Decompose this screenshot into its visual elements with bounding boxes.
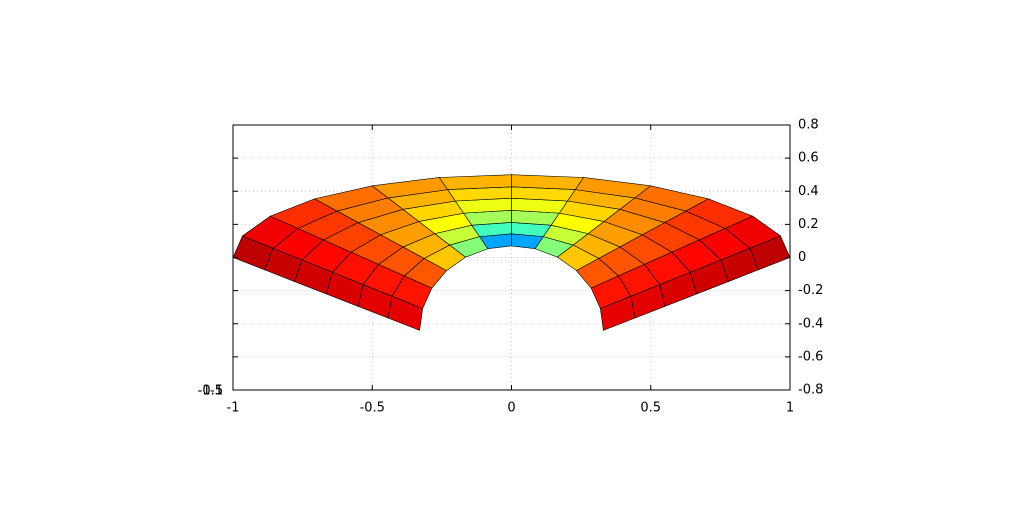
y-tick-label: 0.6 (798, 151, 819, 166)
z-tick-label: -1 (210, 384, 223, 399)
z-tick-label: -1.5 (198, 384, 223, 399)
x-tick-label: 0.5 (640, 401, 661, 416)
y-tick-label: -0.6 (798, 349, 823, 364)
y-tick-label: 0 (798, 250, 806, 265)
x-tick-label: 0 (507, 401, 515, 416)
y-tick-label: -0.2 (798, 283, 823, 298)
y-tick-label: 0.4 (798, 184, 819, 199)
z-tick-label: -0.5 (198, 384, 223, 399)
x-tick-label: -1 (227, 401, 240, 416)
y-tick-label: -0.4 (798, 316, 823, 331)
surface-patch (438, 174, 512, 190)
y-tick-label: 0.2 (798, 217, 819, 232)
y-tick-label: -0.8 (798, 383, 823, 398)
x-tick-label: -0.5 (360, 401, 385, 416)
surface-patch (511, 174, 585, 190)
y-tick-label: 0.8 (798, 118, 819, 133)
x-tick-label: 1 (786, 401, 794, 416)
axis-layer: -1 -0.5 0 0.5 1-0.8-0.6-0.4-0.200.20.40.60.8… (198, 118, 824, 416)
surface (232, 174, 791, 331)
